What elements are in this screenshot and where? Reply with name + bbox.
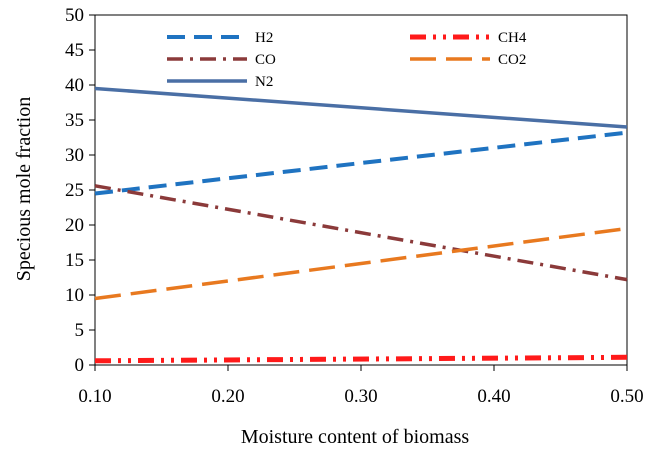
legend-label-n2: N2 (255, 74, 273, 90)
series-h2-line (94, 130, 628, 196)
plot-frame (94, 14, 628, 366)
legend-label-h2: H2 (255, 30, 273, 46)
x-tick-label: 0.40 (477, 386, 510, 407)
y-tick-label: 0 (75, 355, 85, 376)
series-ch4-line (94, 354, 628, 364)
x-tick-label: 0.30 (344, 386, 377, 407)
axes: 0.10 0.20 0.30 0.40 0.50 0 5 10 15 20 25 30 35 40 45 50 (65, 5, 644, 407)
y-tick-label: 35 (65, 110, 84, 131)
y-tick-label: 20 (65, 215, 84, 236)
plot-area (94, 14, 628, 366)
y-tick-label: 40 (65, 75, 84, 96)
y-tick-label: 10 (65, 285, 84, 306)
y-tick-label: 30 (65, 145, 84, 166)
series-co2-line (94, 226, 628, 301)
x-tick-label: 0.50 (610, 386, 643, 407)
y-axis-title: Specious mole fraction (13, 97, 35, 281)
y-tick-label: 25 (65, 180, 84, 201)
x-tick-label: 0.20 (211, 386, 244, 407)
y-tick-label: 45 (65, 40, 84, 61)
series-n2-line (94, 86, 628, 129)
legend-label-co: CO (255, 52, 276, 68)
series-layer (94, 86, 628, 364)
x-tick-label: 0.10 (78, 386, 111, 407)
legend-label-ch4: CH4 (498, 30, 527, 46)
legend-label-co2: CO2 (498, 52, 526, 68)
legend: H2 CH4 CO CO2 N2 (167, 30, 527, 90)
x-axis-title: Moisture content of biomass (241, 426, 470, 448)
series-co-line (94, 184, 628, 282)
y-tick-label: 5 (75, 320, 85, 341)
y-tick-label: 15 (65, 250, 84, 271)
y-tick-label: 50 (65, 5, 84, 26)
